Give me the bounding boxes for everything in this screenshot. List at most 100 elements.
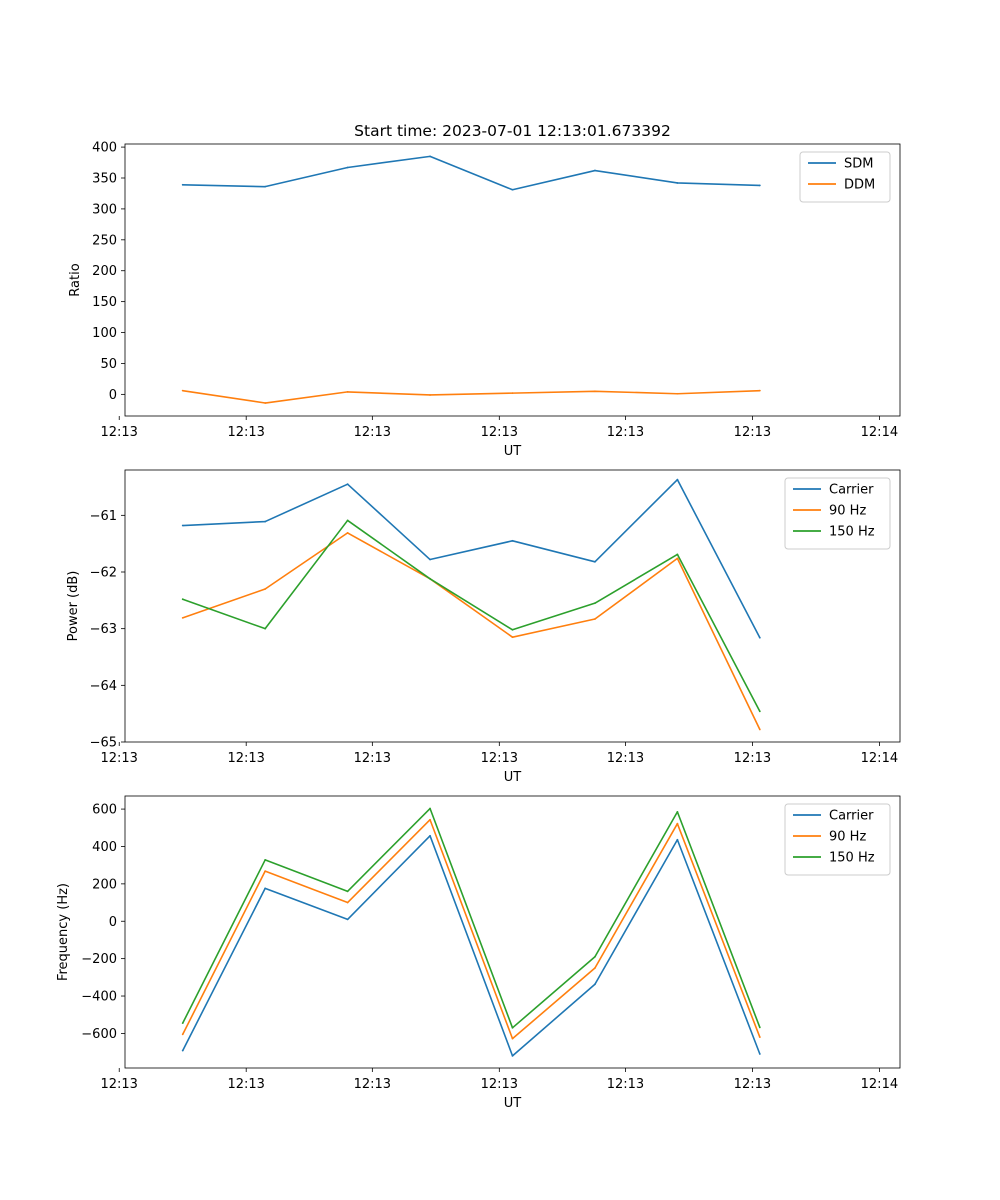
- data-point: [429, 558, 431, 561]
- legend: SDM DDM: [799, 151, 891, 203]
- data-point: [676, 822, 679, 825]
- series-line-150-hz: [182, 519, 761, 712]
- chart-panel-1: 12:13 12:13 12:13 12:13 12:13 12:13 12:14 0 50 10…: [68, 122, 901, 459]
- data-point: [676, 810, 679, 813]
- y-axis-label: Power (dB): [66, 571, 81, 642]
- data-point: [676, 478, 679, 481]
- legend-label: 90 Hz: [829, 504, 866, 519]
- legend: Carrier 90 Hz 150 Hz: [784, 803, 891, 876]
- data-point: [264, 402, 267, 404]
- data-point: [676, 557, 679, 560]
- data-point: [264, 520, 267, 523]
- y-tick-label: −65: [90, 736, 117, 751]
- y-tick-label: 150: [92, 295, 117, 310]
- x-tick-label: 12:13: [607, 425, 644, 440]
- plot-frame: [124, 143, 901, 417]
- legend-label: Carrier: [829, 809, 874, 824]
- data-point: [511, 188, 514, 191]
- data-point: [346, 390, 349, 393]
- y-tick-label: 200: [92, 877, 117, 892]
- series-line-150-hz: [181, 807, 761, 1029]
- data-point: [346, 519, 349, 522]
- x-tick-label: 12:13: [607, 1077, 644, 1092]
- legend: Carrier 90 Hz 150 Hz: [784, 477, 891, 550]
- x-tick-label: 12:14: [861, 751, 898, 766]
- data-point: [594, 967, 596, 969]
- x-tick-label: 12:14: [861, 1077, 898, 1092]
- data-point: [758, 1026, 761, 1029]
- data-point: [429, 577, 431, 580]
- data-point: [511, 539, 514, 542]
- data-point: [758, 728, 761, 731]
- data-point: [181, 389, 184, 392]
- x-tick-label: 12:14: [861, 425, 898, 440]
- x-tick-label: 12:13: [227, 425, 264, 440]
- y-tick-label: 400: [92, 840, 117, 855]
- series-line-90-hz: [181, 818, 761, 1040]
- data-point: [594, 560, 596, 563]
- data-point: [346, 890, 349, 893]
- data-point: [676, 392, 679, 395]
- data-point: [676, 838, 679, 841]
- y-tick-label: −64: [90, 679, 117, 694]
- series-line-carrier: [181, 835, 761, 1057]
- data-point: [264, 185, 267, 188]
- data-point: [181, 617, 184, 619]
- data-point: [511, 1037, 514, 1040]
- x-tick-label: 12:13: [100, 425, 137, 440]
- chart-panel-2: 12:13 12:13 12:13 12:13 12:13 12:13 12:14 −65 −6…: [66, 469, 901, 785]
- y-tick-label: −200: [81, 952, 117, 967]
- legend-label: 90 Hz: [829, 830, 866, 845]
- data-point: [758, 184, 761, 187]
- data-point: [264, 870, 267, 873]
- data-point: [594, 955, 596, 958]
- y-tick-label: 100: [92, 326, 117, 341]
- data-point: [429, 155, 431, 158]
- data-point: [346, 166, 349, 169]
- legend-label: SDM: [844, 157, 873, 172]
- data-point: [264, 887, 267, 890]
- x-tick-label: 12:13: [100, 1077, 137, 1092]
- data-point: [511, 636, 514, 639]
- x-tick-label: 12:13: [354, 1077, 391, 1092]
- y-axis-label: Frequency (Hz): [56, 883, 71, 981]
- plot-frame: [124, 469, 901, 743]
- data-point: [264, 627, 267, 630]
- y-tick-label: −63: [90, 622, 117, 637]
- x-tick-label: 12:13: [734, 425, 771, 440]
- y-tick-label: −600: [81, 1027, 117, 1042]
- y-tick-label: 400: [92, 141, 117, 156]
- chart-panel-3: 12:13 12:13 12:13 12:13 12:13 12:13 12:14 −600 −…: [56, 795, 901, 1111]
- data-point: [181, 524, 184, 527]
- data-point: [429, 818, 431, 821]
- data-point: [511, 1054, 514, 1057]
- x-tick-label: 12:13: [734, 1077, 771, 1092]
- data-point: [676, 553, 679, 556]
- chart-title: Start time: 2023-07-01 12:13:01.673392: [354, 122, 671, 140]
- data-point: [429, 394, 431, 396]
- data-point: [429, 807, 431, 810]
- data-point: [758, 1053, 761, 1055]
- legend-label: DDM: [844, 178, 875, 193]
- data-point: [594, 983, 596, 986]
- data-point: [594, 602, 596, 605]
- data-point: [346, 918, 349, 921]
- data-point: [511, 628, 514, 631]
- y-tick-label: 350: [92, 172, 117, 187]
- y-tick-label: 600: [92, 803, 117, 818]
- data-point: [181, 183, 184, 186]
- x-tick-label: 12:13: [481, 1077, 518, 1092]
- series-line-sdm: [182, 155, 760, 191]
- data-point: [758, 389, 761, 392]
- data-point: [181, 1022, 184, 1025]
- x-axis-label: UT: [504, 1096, 522, 1111]
- x-tick-label: 12:13: [481, 751, 518, 766]
- data-point: [594, 618, 596, 620]
- y-tick-label: 200: [92, 264, 117, 279]
- x-tick-label: 12:13: [607, 751, 644, 766]
- data-point: [264, 588, 267, 590]
- legend-label: 150 Hz: [829, 525, 875, 540]
- x-axis-label: UT: [504, 444, 522, 459]
- y-tick-label: 250: [92, 233, 117, 248]
